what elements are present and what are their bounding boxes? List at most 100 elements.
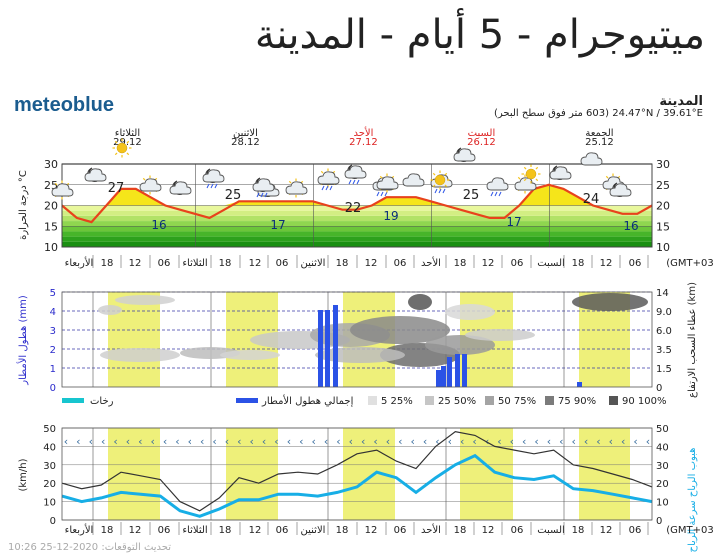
cloud-height-axis-label: عطاء السحب الارتفاع (km) <box>687 282 698 398</box>
cloud-icon <box>580 152 603 166</box>
wind-direction-arrow: ‹ <box>584 435 588 448</box>
precipitation-bar <box>318 310 323 387</box>
wind-time-tick: 06 <box>629 525 642 536</box>
wind-time-tick: 18 <box>101 525 114 536</box>
temperature-axis-tick-left: 30 <box>44 158 58 171</box>
wind-axis-tick-right: 40 <box>656 442 669 453</box>
wind-time-tick: 06 <box>276 525 289 536</box>
rain-drop-icon <box>352 179 356 185</box>
cloud-height-axis-tick: 1.5 <box>656 364 672 375</box>
wind-direction-arrow: ‹ <box>237 435 241 448</box>
temperature-time-tick: 06 <box>511 258 524 269</box>
wind-direction-arrow: ‹ <box>609 435 613 448</box>
wind-time-tick: 18 <box>454 525 467 536</box>
temperature-cold-band <box>62 236 652 242</box>
temperature-max-label: 22 <box>345 201 362 216</box>
temperature-line <box>61 183 653 224</box>
cloud-cover-blob <box>350 316 450 344</box>
temperature-warm-area <box>62 184 652 206</box>
wind-direction-arrow: ‹ <box>547 435 551 448</box>
wind-direction-arrow: ‹ <box>126 435 130 448</box>
wind-direction-arrow: ‹ <box>522 435 526 448</box>
wind-direction-arrow: ‹ <box>262 435 266 448</box>
cloud-shape-icon <box>549 166 572 180</box>
wind-time-tick: 06 <box>158 525 171 536</box>
cloud-shape-icon <box>252 178 275 192</box>
wind-direction-arrow: ‹ <box>497 435 501 448</box>
wind-direction-arrow: ‹ <box>150 435 154 448</box>
brand-logo[interactable]: meteoblue <box>14 94 115 116</box>
wind-direction-arrow: ‹ <box>311 435 315 448</box>
wind-time-tick: 06 <box>394 525 407 536</box>
wind-direction-arrow: ‹ <box>596 435 600 448</box>
wind-direction-arrow: ‹ <box>287 435 291 448</box>
moon-rain-icon <box>344 164 367 185</box>
cloud-shape-icon <box>609 183 632 197</box>
temperature-time-tick: الثلاثاء <box>182 258 207 269</box>
precipitation-axis-tick: 3 <box>50 326 56 337</box>
precipitation-axis-tick: 1 <box>50 364 56 375</box>
showers-legend-label: رخات <box>90 396 114 407</box>
cloud-cover-blob <box>408 294 432 310</box>
temperature-min-label: 16 <box>623 219 638 233</box>
cloud-probability-legend-label: 90 100% <box>622 396 667 407</box>
rain-drop-icon <box>256 192 260 198</box>
temperature-min-label: 16 <box>151 218 166 232</box>
rain-drop-icon <box>264 192 268 198</box>
rain-drop-icon <box>348 179 352 185</box>
cloud-shape-icon <box>285 181 308 195</box>
cloud-height-axis-tick: 6.0 <box>656 326 672 337</box>
temperature-axis-tick-right: 10 <box>656 241 670 254</box>
sun-ray-icon <box>320 170 324 174</box>
rain-drop-icon <box>494 191 498 197</box>
precipitation-legend-label: إجمالي هطول الأمطار <box>261 394 354 407</box>
wind-time-tick: الأحد <box>421 523 441 536</box>
sun-ray-icon <box>444 172 448 176</box>
showers-legend-swatch <box>62 398 84 403</box>
wind-direction-arrow: ‹ <box>571 435 575 448</box>
cloud-shape-icon <box>344 165 367 179</box>
temperature-time-tick: 12 <box>365 258 378 269</box>
cloud-shape-icon <box>376 176 399 190</box>
cloud-cover-blob <box>425 335 495 355</box>
cloud-probability-legend-swatch <box>609 396 618 405</box>
wind-right-axis-label: هبوب الرياح سرعة الرياح <box>687 448 698 553</box>
precipitation-legend-swatch <box>236 398 258 403</box>
temperature-timezone-label: (GMT+03 <box>666 258 714 269</box>
sun-icon <box>521 164 541 184</box>
wind-direction-arrow: ‹ <box>411 435 415 448</box>
sun-disc-icon <box>116 142 128 154</box>
cloud-shape-icon <box>169 181 192 195</box>
sun-ray-icon <box>535 178 539 182</box>
temperature-cold-band <box>62 205 652 211</box>
sun-icon <box>430 170 450 190</box>
wind-axis-tick-left: 20 <box>43 479 56 490</box>
wind-direction-arrow: ‹ <box>89 435 93 448</box>
wind-direction-arrow: ‹ <box>138 435 142 448</box>
sun-ray-icon <box>288 180 292 184</box>
cloud-probability-legend-label: 75 90% <box>558 396 596 407</box>
precipitation-bar <box>441 366 446 387</box>
wind-time-tick: 12 <box>365 525 378 536</box>
wind-direction-arrow: ‹ <box>299 435 303 448</box>
temperature-time-tick: 12 <box>600 258 613 269</box>
sun-ray-icon <box>432 184 436 188</box>
moon-cloud-icon <box>609 182 632 197</box>
rain-drop-icon <box>438 188 442 194</box>
wind-time-tick: 12 <box>129 525 142 536</box>
wind-direction-arrow: ‹ <box>250 435 254 448</box>
wind-direction-arrow: ‹ <box>510 435 514 448</box>
precipitation-axis-tick: 5 <box>50 288 56 299</box>
wind-direction-arrow: ‹ <box>336 435 340 448</box>
moon-cloud-icon <box>169 180 192 195</box>
rain-drop-icon <box>260 192 264 198</box>
temperature-min-label: 17 <box>506 215 521 229</box>
temperature-axis-tick-right: 30 <box>656 158 670 171</box>
temperature-time-tick: 18 <box>219 258 232 269</box>
rain-drop-icon <box>376 191 380 197</box>
rain-drop-icon <box>206 183 210 189</box>
day-date-label: 27.12 <box>349 137 378 148</box>
day-name-label: السبت <box>468 128 496 139</box>
cloud-height-axis-tick: 14 <box>656 288 669 299</box>
